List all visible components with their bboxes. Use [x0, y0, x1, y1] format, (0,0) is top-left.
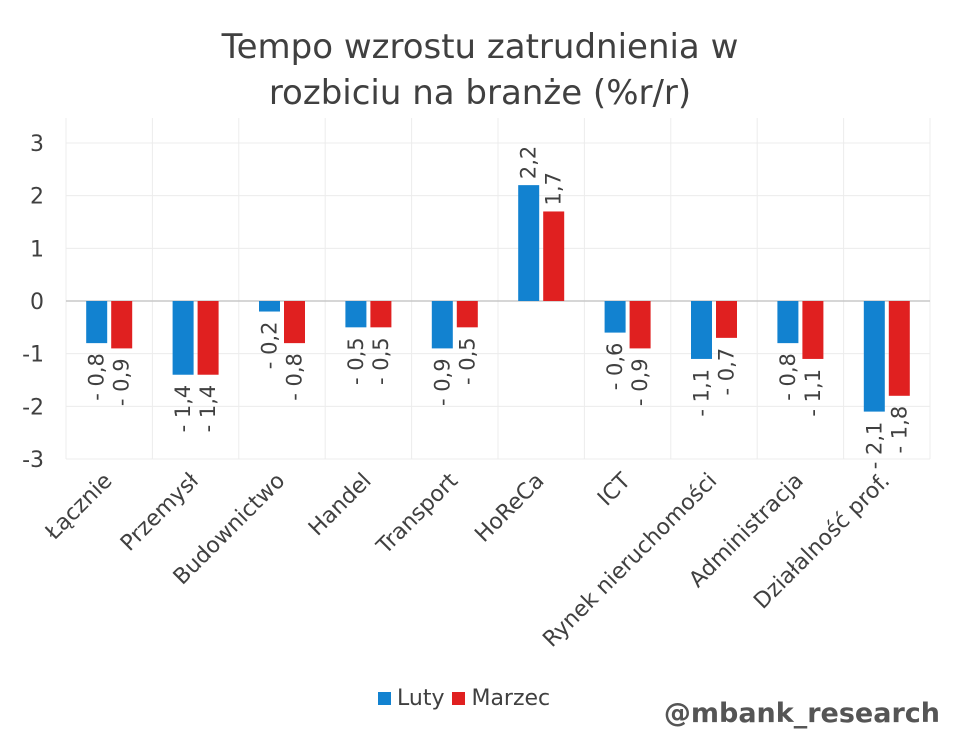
data-label: - 0,9 — [110, 358, 134, 406]
bar-luty-8 — [777, 301, 799, 344]
data-label: - 1,1 — [690, 369, 714, 417]
bar-luty-1 — [172, 301, 194, 375]
data-label: - 1,4 — [171, 385, 195, 433]
data-label: - 0,8 — [85, 353, 109, 401]
data-label: - 0,9 — [430, 358, 454, 406]
x-tick-label: ICT — [593, 468, 636, 511]
data-label: - 0,6 — [603, 343, 627, 391]
bar-luty-5 — [518, 185, 540, 301]
data-label: - 2,1 — [862, 422, 886, 470]
legend-item-luty: Luty — [378, 686, 444, 711]
chart-title-line-1: Tempo wzrostu zatrudnienia w — [221, 27, 739, 67]
y-tick-label: 1 — [30, 237, 44, 262]
x-tick-label: Przemysł — [116, 468, 204, 556]
data-label: 1,7 — [542, 172, 566, 205]
bar-luty-0 — [86, 301, 108, 344]
legend-item-marzec: Marzec — [452, 686, 550, 711]
bar-luty-9 — [863, 301, 885, 412]
bar-marzec-8 — [802, 301, 824, 359]
bar-luty-6 — [604, 301, 626, 333]
bar-marzec-6 — [629, 301, 651, 349]
bar-marzec-7 — [716, 301, 737, 338]
data-label: - 0,5 — [455, 337, 479, 385]
y-tick-label: -3 — [22, 448, 44, 473]
data-label: - 1,8 — [887, 406, 911, 454]
data-label: - 0,8 — [776, 353, 800, 401]
bar-marzec-1 — [197, 301, 219, 375]
bar-marzec-5 — [543, 211, 565, 301]
y-tick-label: -2 — [22, 395, 44, 420]
bar-luty-3 — [345, 301, 367, 328]
x-tick-label: Rynek nieruchomości — [538, 469, 722, 653]
data-label: - 1,4 — [196, 385, 220, 433]
data-label: - 0,5 — [369, 337, 393, 385]
bar-marzec-3 — [370, 301, 392, 328]
bar-marzec-4 — [456, 301, 478, 328]
watermark: @mbank_research — [663, 698, 940, 729]
data-label: - 0,7 — [715, 348, 739, 396]
data-label: - 0,2 — [258, 322, 282, 370]
x-tick-label: Transport — [372, 468, 464, 560]
y-tick-label: 0 — [30, 290, 44, 315]
bar-luty-7 — [691, 301, 712, 359]
legend-swatch-luty — [378, 692, 391, 705]
bar-marzec-9 — [888, 301, 910, 396]
x-tick-label: HoReCa — [470, 469, 549, 548]
y-tick-label: 2 — [30, 185, 44, 210]
legend-label-luty: Luty — [397, 686, 445, 711]
data-label: - 0,8 — [283, 353, 307, 401]
data-label: 2,2 — [517, 146, 541, 179]
bar-marzec-0 — [111, 301, 133, 349]
chart-title-line-2: rozbiciu na branże (%r/r) — [268, 73, 692, 113]
legend-swatch-marzec — [452, 692, 466, 705]
bar-luty-2 — [259, 301, 280, 312]
x-tick-label: Handel — [304, 469, 377, 542]
y-tick-label: 3 — [30, 132, 44, 157]
bar-marzec-2 — [284, 301, 305, 344]
bar-luty-4 — [431, 301, 453, 349]
x-tick-label: Łącznie — [40, 469, 117, 546]
data-label: - 0,5 — [344, 337, 368, 385]
data-label: - 1,1 — [801, 369, 825, 417]
chart-title: Tempo wzrostu zatrudnienia w rozbiciu na… — [0, 24, 960, 116]
legend-label-marzec: Marzec — [471, 686, 551, 711]
legend: Luty Marzec — [378, 686, 558, 711]
y-tick-label: -1 — [22, 343, 44, 368]
data-label: - 0,9 — [628, 358, 652, 406]
